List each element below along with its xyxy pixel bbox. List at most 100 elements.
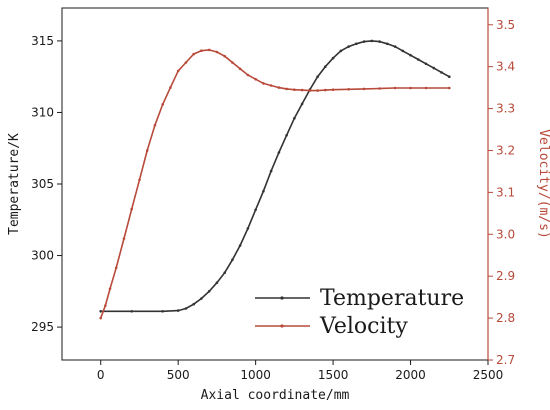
legend-marker [280,296,284,300]
data-point-temperature [277,151,281,154]
data-point-temperature [200,297,203,300]
data-point-temperature [99,310,102,313]
data-point-velocity [362,87,366,91]
data-point-temperature [324,65,327,68]
y2-tick-label: 2.7 [496,353,515,367]
data-point-velocity [269,84,273,87]
data-point-velocity [200,49,203,52]
y-axis-right: 2.7 2.8 2.9 3.0 3.1 3.2 3.3 3.4 3.5 [488,18,515,367]
data-point-temperature [316,75,319,78]
legend: Temperature Velocity [255,286,464,339]
x-tick-label: 2000 [395,368,426,382]
data-point-temperature [238,244,242,247]
x-axis-title: Axial coordinate/mm [201,388,350,403]
y2-tick-label: 3.5 [496,18,515,32]
data-point-velocity [316,89,319,92]
data-point-velocity [184,61,188,64]
x-tick-label: 0 [97,368,105,382]
series-line-temperature [100,40,450,313]
data-point-velocity [300,88,304,92]
data-point-velocity [254,77,257,81]
data-point-temperature [347,45,350,48]
data-point-temperature [331,56,335,60]
y2-tick-label: 3.2 [496,143,515,157]
data-point-velocity [238,67,242,71]
data-point-velocity [331,88,335,91]
data-point-temperature [393,45,397,48]
data-point-velocity [108,287,112,291]
data-point-velocity [448,86,451,90]
data-point-temperature [207,290,211,293]
data-point-temperature [184,307,188,310]
data-point-velocity [215,50,219,54]
data-point-temperature [254,208,257,212]
data-point-velocity [393,86,397,90]
data-point-velocity [231,61,234,64]
legend-label-velocity: Velocity [319,314,408,339]
data-point-velocity [246,73,250,77]
data-point-temperature [355,42,358,46]
y2-tick-label: 3.1 [496,185,515,199]
y2-axis-title: Velocity/(m/s) [536,129,550,239]
data-point-temperature [378,40,381,43]
data-point-velocity [114,266,118,270]
data-point-temperature [176,309,180,312]
data-point-temperature [401,49,405,53]
data-point-temperature [161,310,164,313]
data-point-velocity [161,103,164,106]
y-axis-left: 295 300 305 310 315 [31,34,62,334]
data-point-velocity [122,237,126,240]
data-point-velocity [104,304,107,307]
data-point-velocity [409,86,412,90]
data-point-temperature [417,58,420,61]
data-point-velocity [192,52,195,56]
data-point-velocity [99,316,102,320]
data-point-velocity [424,86,428,90]
data-point-temperature [231,258,234,262]
data-point-temperature [293,116,296,120]
series-layer [99,39,451,320]
data-point-temperature [215,281,219,285]
y-tick-label: 315 [31,34,54,48]
data-point-temperature [386,42,389,46]
series-line-velocity [99,49,450,319]
data-point-velocity [145,149,149,152]
data-point-velocity [130,207,133,211]
data-point-temperature [409,53,412,57]
data-point-velocity [207,48,211,52]
x-tick-label: 1000 [240,368,271,382]
data-point-temperature [440,71,443,74]
x-tick-label: 2500 [473,368,504,382]
y-tick-label: 300 [31,249,54,263]
data-point-velocity [293,88,296,91]
y-tick-label: 295 [31,320,54,334]
data-point-velocity [378,87,381,90]
data-point-temperature [432,66,436,70]
y2-tick-label: 2.9 [496,269,515,283]
data-point-temperature [362,40,366,43]
y2-tick-label: 3.3 [496,102,515,116]
data-point-velocity [153,124,157,127]
y2-tick-label: 3.0 [496,227,515,241]
data-point-velocity [262,82,265,85]
y-tick-label: 305 [31,177,54,191]
data-point-temperature [285,134,288,137]
data-point-temperature [223,271,226,275]
x-tick-label: 1500 [318,368,349,382]
data-point-temperature [192,302,195,306]
data-point-temperature [339,49,343,53]
legend-label-temperature: Temperature [320,286,464,311]
data-point-temperature [269,169,273,173]
data-point-temperature [246,227,250,230]
y2-tick-label: 2.8 [496,311,515,325]
legend-marker [280,324,284,328]
y-axis-title: Temperature/K [7,133,22,235]
data-point-temperature [262,189,265,193]
data-point-velocity [285,87,288,91]
data-point-velocity [176,69,180,73]
data-point-temperature [448,75,451,78]
data-point-temperature [300,102,304,106]
data-point-temperature [370,39,374,43]
y-tick-label: 310 [31,105,54,119]
